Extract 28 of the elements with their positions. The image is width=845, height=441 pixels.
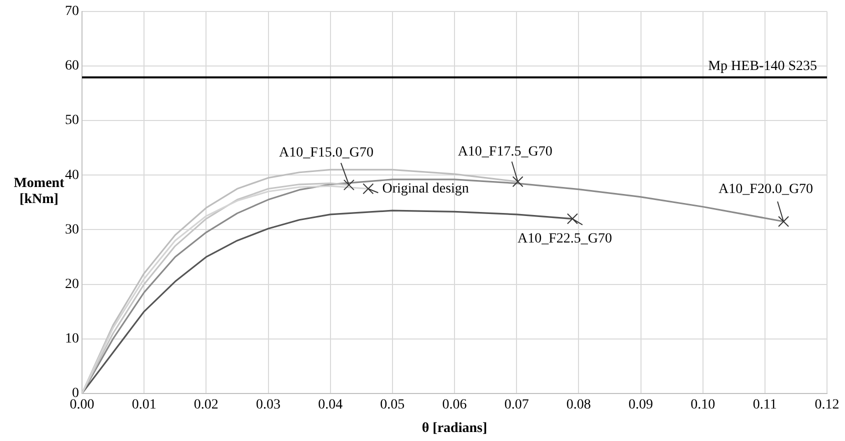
x-tick-label: 0.00 — [70, 397, 94, 412]
x-tick-label: 0.08 — [566, 397, 591, 412]
x-tick-label: 0.05 — [380, 397, 405, 412]
annotation: A10_F15.0_G70 — [278, 146, 374, 161]
x-tick-label: 0.12 — [814, 397, 840, 412]
x-tick-label: 0.02 — [194, 397, 218, 412]
x-tick-label: 0.09 — [628, 397, 653, 412]
y-tick-label: 40 — [65, 168, 79, 183]
x-tick-label: 0.07 — [504, 397, 529, 412]
x-tick-label: 0.01 — [132, 397, 156, 412]
x-tick-label: 0.03 — [256, 397, 280, 412]
x-tick-label: 0.10 — [690, 397, 716, 412]
y-tick-label: 70 — [65, 4, 79, 20]
x-tick-label: 0.04 — [318, 397, 343, 412]
y-axis-title: Moment [kNm] — [14, 176, 64, 207]
ref-line-label: Mp HEB-140 S235 — [708, 59, 817, 74]
x-axis-title: θ [radians] — [422, 421, 488, 436]
x-tick-label: 0.11 — [752, 397, 777, 412]
x-tick-label: 0.06 — [442, 397, 467, 412]
y-tick-label: 10 — [65, 332, 79, 346]
annotation: A10_F20.0_G70 — [718, 182, 814, 198]
annotation: A10_F22.5_G70 — [517, 231, 612, 246]
annotation: Original design — [382, 181, 469, 196]
annotation: A10_F17.5_G70 — [458, 144, 552, 160]
y-tick-label: 20 — [65, 276, 79, 292]
y-tick-label: 50 — [65, 113, 79, 128]
y-tick-label: 60 — [65, 58, 79, 74]
y-tick-label: 30 — [65, 222, 79, 238]
